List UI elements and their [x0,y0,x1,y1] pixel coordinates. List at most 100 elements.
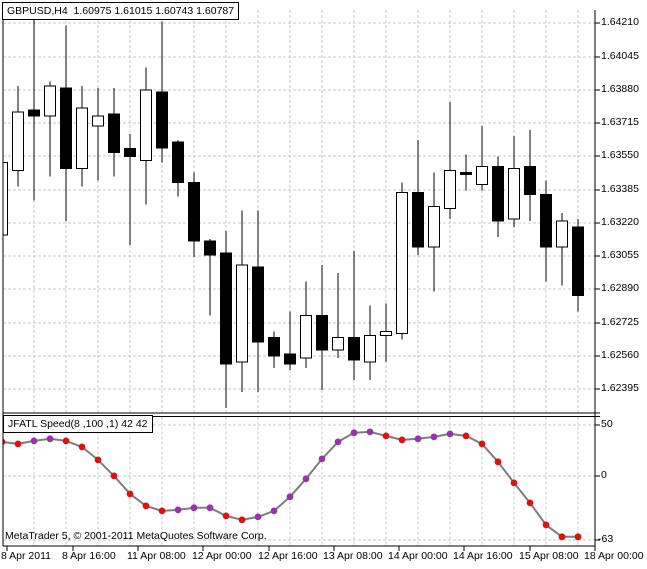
candle-body [556,220,568,248]
candle-body [28,109,40,117]
indicator-dot [286,493,294,501]
candle-body [380,331,392,337]
indicator-dot [462,432,470,440]
price-tick-label: 1.64210 [601,16,639,28]
candle-body [108,113,120,153]
indicator-dot [510,479,518,487]
price-tick-label: 1.62560 [601,349,639,361]
candle-body [124,147,136,157]
time-tick-label: 15 Apr 08:00 [519,550,579,562]
price-tick-label: 1.63550 [601,149,639,161]
indicator-dot [158,507,166,515]
indicator-dot [238,516,246,524]
candles-layer [3,11,584,409]
price-tick-label: 1.63715 [601,116,639,128]
indicator-tick-label: 0 [601,469,607,481]
indicator-dot [318,455,326,463]
indicator-dot [382,432,390,440]
candle-body [156,91,168,149]
grid-layer [3,10,595,546]
time-tick-label: 14 Apr 00:00 [388,550,448,562]
price-tick-label: 1.63055 [601,249,639,261]
candle-body [412,192,424,248]
indicator-dot [558,533,566,541]
candle-body [3,161,8,236]
candle-body [12,111,24,171]
candle-body [332,337,344,351]
candle-body [428,206,440,248]
indicator-dot [302,475,310,483]
indicator-dot [46,435,54,443]
price-tick-label: 1.62395 [601,382,639,394]
candle-body [300,315,312,359]
indicator-dot [366,428,374,436]
time-tick-label: 8 Apr 16:00 [62,550,116,562]
time-tick-label: 8 Apr 2011 [1,550,52,562]
indicator-tick-label: 50 [601,418,613,430]
price-tick-label: 1.63220 [601,216,639,228]
indicator-dot [526,499,534,507]
indicator-dot [78,443,86,451]
indicator-dot [190,504,198,512]
indicator-dot [542,521,550,529]
price-tick-label: 1.64045 [601,50,639,62]
indicator-dot [14,440,22,448]
candle-body [348,337,360,361]
indicator-dot [126,490,134,498]
candle-body [60,87,72,169]
indicator-dot [350,429,358,437]
indicator-dot [494,458,502,466]
indicator-dot [414,435,422,443]
copyright-label: MetaTrader 5, © 2001-2011 MetaQuotes Sof… [5,530,267,542]
candle-body [540,194,552,248]
indicator-label: JFATL Speed(8 ,100 ,1) 42 42 [3,415,153,433]
indicator-dot [3,438,6,446]
candle-body [476,165,488,185]
chart-frame [2,10,600,551]
indicator-dot [430,433,438,441]
candle-body [492,165,504,222]
indicator-dot [142,502,150,510]
indicator-dot [398,436,406,444]
candle-body [220,252,232,365]
price-tick-label: 1.63880 [601,83,639,95]
indicator-dot [110,472,118,480]
candle-body [316,315,328,351]
indicator-dot [174,506,182,514]
candle-body [508,167,520,220]
indicator-dot [478,440,486,448]
candle-body [252,266,264,343]
indicator-dot [62,437,70,445]
candle-body [172,141,184,183]
indicator-dot [30,437,38,445]
candle-body [188,182,200,242]
candle-body [284,353,296,365]
indicator-dot [574,533,582,541]
indicator-dot [334,438,342,446]
candle-body [268,337,280,357]
time-tick-label: 14 Apr 16:00 [453,550,513,562]
symbol-ohlc-label: GBPUSD,H4 1.60975 1.61015 1.60743 1.6078… [2,2,240,20]
indicator-dot [206,504,214,512]
candle-body [364,335,376,363]
candle-body [524,165,536,196]
price-tick-label: 1.62890 [601,282,639,294]
candle-body [92,115,104,127]
candle-body [236,264,248,363]
candle-body [460,171,472,175]
candle-body [140,89,152,161]
candle-body [204,240,216,256]
candle-body [76,107,88,169]
time-tick-label: 12 Apr 00:00 [192,550,252,562]
candle-body [572,226,584,296]
candle-body [396,192,408,335]
price-tick-label: 1.63385 [601,183,639,195]
indicator-dot [222,512,230,520]
indicator-tick-label: -63 [598,533,614,545]
time-tick-label: 11 Apr 08:00 [127,550,186,562]
price-tick-label: 1.62725 [601,316,639,328]
time-tick-label: 12 Apr 16:00 [258,550,318,562]
indicator-dot [94,456,102,464]
